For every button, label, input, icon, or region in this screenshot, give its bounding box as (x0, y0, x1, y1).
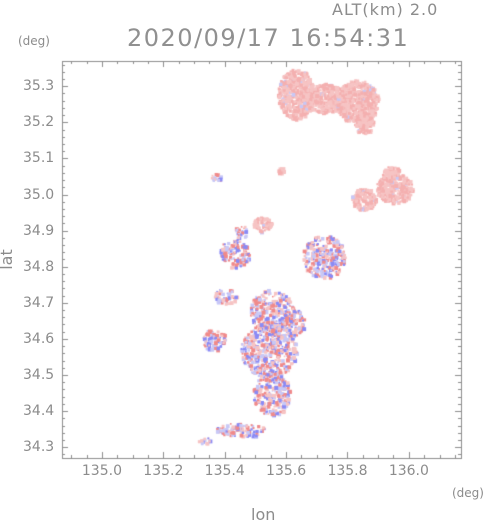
y-tick-label: 34.8 (23, 258, 55, 275)
y-tick-label: 35.1 (23, 150, 55, 167)
y-tick-label: 34.6 (23, 330, 55, 347)
x-tick-label: 135.6 (266, 463, 307, 479)
x-tick-label: 135.0 (81, 463, 122, 479)
altitude-label: ALT(km) 2.0 (332, 0, 439, 19)
y-tick-label: 34.4 (23, 403, 55, 420)
x-tick-label: 135.8 (327, 463, 368, 479)
y-tick-label: 34.3 (23, 439, 55, 456)
y-tick-label: 35.3 (23, 78, 55, 95)
x-tick-label: 136.0 (388, 463, 429, 479)
timestamp-title: 2020/09/17 16:54:31 (127, 24, 410, 52)
x-tick-label: 135.2 (143, 463, 184, 479)
y-axis-unit: (deg) (18, 34, 50, 48)
x-axis-unit: (deg) (452, 486, 484, 500)
y-tick-label: 35.0 (23, 186, 55, 203)
y-tick-label: 34.7 (23, 294, 55, 311)
y-tick-label: 35.2 (23, 114, 55, 131)
x-axis-label: lon (251, 505, 276, 524)
y-tick-label: 34.5 (23, 366, 55, 383)
y-tick-label: 34.9 (23, 222, 55, 239)
y-axis-label: lat (0, 249, 16, 270)
x-tick-label: 135.4 (204, 463, 245, 479)
